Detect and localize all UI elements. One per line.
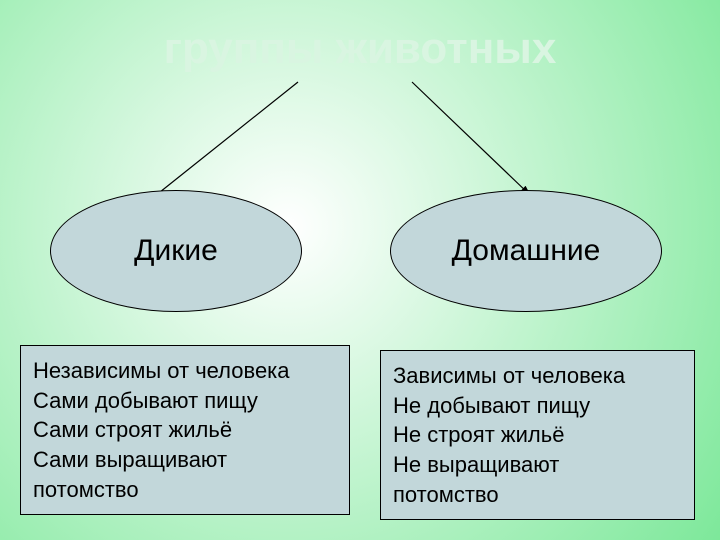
box-line: Зависимы от человека [393, 361, 682, 391]
box-line: потомство [33, 475, 337, 505]
box-line: Сами добывают пищу [33, 386, 337, 416]
box-line: Независимы от человека [33, 356, 337, 386]
box-line: Не добывают пищу [393, 391, 682, 421]
box-line: Не строят жильё [393, 420, 682, 450]
node-wild-label: Дикие [134, 234, 218, 268]
box-line: Сами строят жильё [33, 415, 337, 445]
box-line: потомство [393, 480, 682, 510]
diagram-canvas: группы животных Дикие Домашние Независим… [0, 0, 720, 540]
node-domestic-label: Домашние [452, 234, 601, 268]
node-wild: Дикие [50, 190, 302, 312]
node-domestic: Домашние [390, 190, 662, 312]
arrow-right [412, 82, 530, 195]
box-wild-traits: Независимы от человекаСами добывают пищу… [20, 345, 350, 515]
arrow-left [150, 82, 298, 200]
diagram-title: группы животных [0, 24, 720, 74]
box-domestic-traits: Зависимы от человекаНе добывают пищуНе с… [380, 350, 695, 520]
box-line: Сами выращивают [33, 445, 337, 475]
box-line: Не выращивают [393, 450, 682, 480]
